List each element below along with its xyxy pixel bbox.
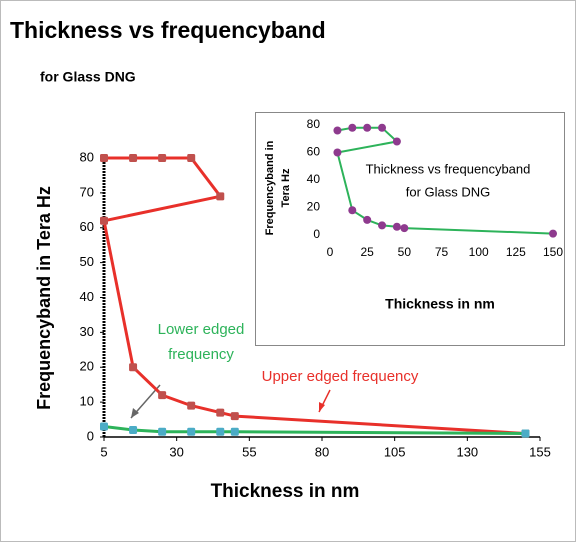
marker — [392, 137, 401, 146]
marker — [187, 427, 196, 436]
inset-title: Thickness vs frequencyband — [366, 161, 531, 176]
y-tick-label: 20 — [307, 200, 321, 214]
inset-subtitle: for Glass DNG — [406, 184, 491, 199]
marker — [333, 126, 342, 135]
y-tick-label: 50 — [80, 254, 94, 269]
x-axis-label: Thickness in nm — [211, 481, 360, 502]
marker — [363, 215, 372, 224]
marker — [521, 429, 530, 438]
y-tick-label: 60 — [307, 145, 321, 159]
y-tick-label: 80 — [80, 149, 94, 164]
chart-subtitle: for Glass DNG — [40, 69, 136, 85]
marker — [100, 422, 108, 431]
marker — [378, 123, 387, 132]
annotation: Lower edged — [158, 321, 245, 338]
marker — [216, 192, 225, 201]
y-tick-label: 60 — [80, 219, 94, 234]
marker — [348, 206, 357, 215]
chart-title: Thickness vs frequencyband — [10, 17, 326, 43]
marker — [158, 427, 167, 436]
y-axis-label: Frequencyband in Tera Hz — [34, 186, 54, 410]
x-tick-label: 125 — [506, 245, 526, 259]
x-tick-label: 25 — [360, 245, 374, 259]
x-tick-label: 75 — [435, 245, 449, 259]
y-tick-label: 40 — [80, 289, 94, 304]
marker — [363, 123, 372, 132]
y-tick-label: 30 — [80, 324, 94, 339]
marker — [100, 216, 108, 225]
y-tick-label: 40 — [307, 172, 321, 186]
y-tick-label: 70 — [80, 184, 94, 199]
marker — [230, 427, 239, 436]
marker — [400, 224, 409, 233]
arrow-head — [131, 408, 139, 418]
inset-y-axis-label: Frequencyband in — [264, 140, 276, 235]
inset-y-axis-label: Tera Hz — [280, 168, 292, 207]
marker — [230, 412, 239, 421]
y-tick-label: 20 — [80, 359, 94, 374]
x-tick-label: 105 — [384, 444, 406, 459]
marker — [187, 153, 196, 162]
annotation: frequency — [168, 346, 234, 363]
annotation: Upper edged frequency — [262, 368, 419, 385]
marker — [100, 153, 108, 162]
marker — [129, 426, 138, 435]
x-tick-label: 30 — [169, 444, 183, 459]
marker — [549, 229, 557, 238]
marker — [187, 401, 196, 410]
marker — [333, 148, 342, 157]
x-tick-label: 55 — [242, 444, 256, 459]
inset-x-axis-label: Thickness in nm — [385, 296, 495, 312]
x-tick-label: 80 — [315, 444, 329, 459]
marker — [129, 363, 138, 372]
x-tick-label: 100 — [469, 245, 489, 259]
marker — [158, 153, 167, 162]
marker — [392, 222, 401, 231]
x-tick-label: 130 — [456, 444, 478, 459]
x-tick-label: 150 — [543, 245, 563, 259]
marker — [216, 408, 225, 417]
y-tick-label: 0 — [87, 428, 94, 443]
y-tick-label: 80 — [307, 117, 321, 131]
x-tick-label: 0 — [327, 245, 334, 259]
marker — [216, 427, 225, 436]
marker — [129, 153, 138, 162]
x-tick-label: 50 — [398, 245, 412, 259]
x-tick-label: 5 — [100, 444, 107, 459]
y-tick-label: 0 — [313, 227, 320, 241]
x-tick-label: 155 — [529, 444, 551, 459]
marker — [348, 123, 357, 132]
y-tick-label: 10 — [80, 394, 94, 409]
marker — [378, 221, 387, 230]
marker — [158, 391, 167, 400]
arrow-head — [319, 402, 325, 412]
